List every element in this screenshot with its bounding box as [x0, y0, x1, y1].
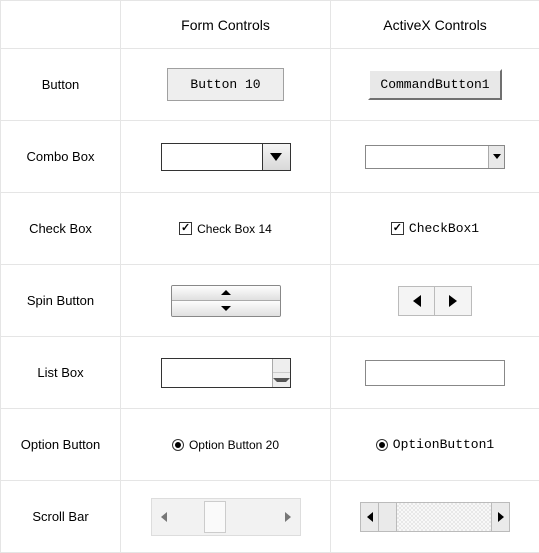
cell-ax-scroll	[331, 481, 539, 553]
form-checkbox-label: Check Box 14	[197, 222, 272, 236]
controls-comparison-table: Form Controls ActiveX Controls Button Bu…	[0, 0, 539, 553]
cell-form-combo	[121, 121, 331, 193]
header-form-controls: Form Controls	[121, 1, 331, 49]
scroll-track[interactable]	[176, 499, 276, 535]
cell-form-scroll	[121, 481, 331, 553]
row-label-spin: Spin Button	[1, 265, 121, 337]
activex-combo-box[interactable]	[365, 145, 505, 169]
form-list-box[interactable]	[161, 358, 291, 388]
list-scroll-down-icon[interactable]	[273, 373, 290, 387]
form-button[interactable]: Button 10	[167, 68, 283, 101]
activex-spin-button[interactable]	[398, 286, 472, 316]
checkmark-icon	[391, 222, 404, 235]
cell-ax-button: CommandButton1	[331, 49, 539, 121]
radio-selected-icon	[376, 439, 388, 451]
header-blank	[1, 1, 121, 49]
row-label-combo: Combo Box	[1, 121, 121, 193]
scroll-track[interactable]	[379, 503, 491, 531]
scroll-right-icon[interactable]	[491, 503, 509, 531]
cell-ax-combo	[331, 121, 539, 193]
form-spin-button[interactable]	[171, 285, 281, 317]
spin-down-icon[interactable]	[172, 301, 280, 316]
cell-ax-list	[331, 337, 539, 409]
form-scroll-bar[interactable]	[151, 498, 301, 536]
dropdown-arrow-icon[interactable]	[488, 146, 504, 168]
form-option-label: Option Button 20	[189, 438, 279, 452]
scroll-right-icon[interactable]	[276, 499, 300, 535]
row-label-list: List Box	[1, 337, 121, 409]
scroll-thumb[interactable]	[204, 501, 226, 533]
radio-selected-icon	[172, 439, 184, 451]
activex-scroll-bar[interactable]	[360, 502, 510, 532]
header-activex-controls: ActiveX Controls	[331, 1, 539, 49]
scroll-left-icon[interactable]	[361, 503, 379, 531]
row-label-button: Button	[1, 49, 121, 121]
cell-form-option: Option Button 20	[121, 409, 331, 481]
cell-ax-spin	[331, 265, 539, 337]
dropdown-arrow-icon[interactable]	[262, 144, 290, 170]
form-combo-box[interactable]	[161, 143, 291, 171]
cell-form-check: Check Box 14	[121, 193, 331, 265]
spin-right-icon[interactable]	[435, 287, 471, 315]
activex-option-button[interactable]: OptionButton1	[376, 437, 494, 452]
cell-ax-check: CheckBox1	[331, 193, 539, 265]
activex-command-button[interactable]: CommandButton1	[368, 69, 501, 100]
scroll-thumb[interactable]	[379, 503, 397, 531]
list-scroll-up-icon[interactable]	[273, 359, 290, 374]
cell-ax-option: OptionButton1	[331, 409, 539, 481]
row-label-option: Option Button	[1, 409, 121, 481]
activex-list-box[interactable]	[365, 360, 505, 386]
cell-form-list	[121, 337, 331, 409]
activex-checkbox[interactable]: CheckBox1	[391, 221, 479, 236]
form-option-button[interactable]: Option Button 20	[172, 438, 279, 452]
scroll-left-icon[interactable]	[152, 499, 176, 535]
row-label-scroll: Scroll Bar	[1, 481, 121, 553]
form-checkbox[interactable]: Check Box 14	[179, 222, 272, 236]
activex-option-label: OptionButton1	[393, 437, 494, 452]
spin-left-icon[interactable]	[399, 287, 435, 315]
row-label-check: Check Box	[1, 193, 121, 265]
cell-form-spin	[121, 265, 331, 337]
cell-form-button: Button 10	[121, 49, 331, 121]
activex-checkbox-label: CheckBox1	[409, 221, 479, 236]
checkmark-icon	[179, 222, 192, 235]
spin-up-icon[interactable]	[172, 286, 280, 301]
